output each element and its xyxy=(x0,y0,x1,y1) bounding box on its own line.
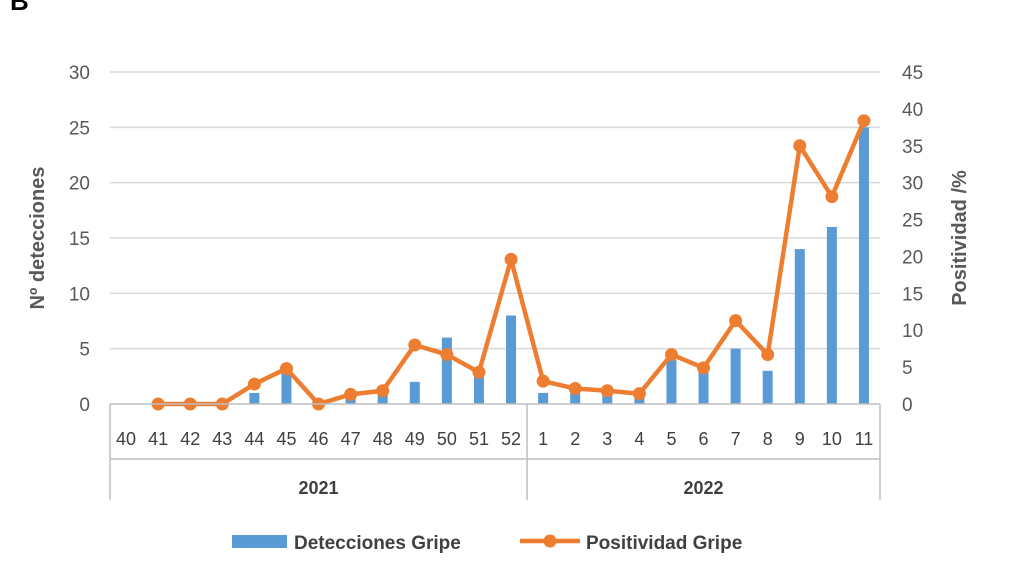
x-tick-label: 11 xyxy=(855,429,874,449)
x-tick-label: 2 xyxy=(570,429,580,449)
line-point xyxy=(408,338,422,352)
line-point xyxy=(568,382,582,396)
x-tick-label: 41 xyxy=(148,429,168,449)
x-tick-label: 50 xyxy=(437,429,457,449)
gridlines xyxy=(110,71,880,350)
line-point xyxy=(761,348,775,362)
line-point xyxy=(247,377,261,391)
x-tick-label: 46 xyxy=(309,429,329,449)
bar xyxy=(858,127,869,404)
y2-tick-label: 40 xyxy=(902,100,923,121)
legend-swatch-bar xyxy=(232,535,287,548)
x-tick-label: 52 xyxy=(501,429,521,449)
axes: 0 5 10 15 20 25 30 0 5 10 15 20 25 30 35 40 45 xyxy=(69,63,923,416)
line-point xyxy=(857,114,871,128)
y2-tick-label: 35 xyxy=(902,137,923,158)
y2-axis-title: Positividad /% xyxy=(949,170,971,306)
bars-series xyxy=(249,127,869,404)
x-tick-label: 1 xyxy=(538,429,548,449)
line-point xyxy=(536,374,550,388)
line-point xyxy=(279,362,293,376)
x-tick-label: 47 xyxy=(341,429,361,449)
y2-tick-label: 25 xyxy=(902,211,923,232)
line-point xyxy=(632,387,646,401)
line-point xyxy=(825,190,839,204)
x-tick-label: 9 xyxy=(795,429,805,449)
bar xyxy=(538,392,549,404)
line-point xyxy=(440,348,454,362)
y2-tick-label: 20 xyxy=(902,247,923,268)
x-tick-label: 7 xyxy=(731,429,741,449)
bar xyxy=(666,359,677,404)
x-category-axis: 40 41 42 43 44 45 46 47 48 49 50 51 52 1 2 3 4 5 6 7 8 9 10 112… xyxy=(109,404,881,500)
x-tick-label: 40 xyxy=(116,429,136,449)
x-tick-label: 51 xyxy=(469,429,489,449)
x-group-label: 2021 xyxy=(299,478,339,498)
y-tick-label: 25 xyxy=(69,118,90,139)
x-tick-label: 45 xyxy=(276,429,296,449)
x-tick-label: 6 xyxy=(699,429,709,449)
y2-tick-label: 10 xyxy=(902,321,923,342)
bar xyxy=(281,370,292,404)
y2-tick-label: 5 xyxy=(902,358,913,379)
y2-tick-label: 15 xyxy=(902,284,923,305)
bar xyxy=(826,226,837,404)
x-tick-label: 49 xyxy=(405,429,425,449)
y-tick-label: 20 xyxy=(69,174,90,195)
bar xyxy=(730,348,741,404)
y-axis-title: Nº detecciones xyxy=(27,167,49,310)
legend: Detecciones Gripe Positividad Gripe xyxy=(232,533,742,554)
line-point xyxy=(697,361,711,375)
line-point xyxy=(472,365,486,379)
line-point xyxy=(504,252,518,266)
x-tick-label: 4 xyxy=(634,429,644,449)
bar xyxy=(473,370,484,404)
bar xyxy=(377,392,388,404)
bar xyxy=(441,337,452,404)
legend-label: Positividad Gripe xyxy=(586,533,742,554)
bar xyxy=(409,381,420,404)
x-tick-label: 8 xyxy=(763,429,773,449)
x-tick-label: 42 xyxy=(180,429,200,449)
y2-tick-label: 30 xyxy=(902,174,923,195)
bar xyxy=(794,249,805,404)
x-tick-label: 44 xyxy=(244,429,264,449)
bar xyxy=(762,370,773,404)
x-tick-label: 43 xyxy=(212,429,232,449)
line-point xyxy=(729,314,743,328)
y-tick-label: 0 xyxy=(79,395,90,416)
y-tick-label: 10 xyxy=(69,284,90,305)
legend-label: Detecciones Gripe xyxy=(294,533,461,554)
line-point xyxy=(664,348,678,362)
bar xyxy=(602,392,613,404)
line-point xyxy=(600,384,614,398)
x-tick-label: 3 xyxy=(602,429,612,449)
y2-tick-label: 0 xyxy=(902,395,913,416)
line-point xyxy=(793,139,807,153)
bar xyxy=(698,370,709,404)
bar xyxy=(249,392,260,404)
x-group-label: 2022 xyxy=(684,478,724,498)
y-tick-label: 30 xyxy=(69,63,90,84)
line-point xyxy=(376,384,390,398)
bar xyxy=(506,315,517,404)
y2-tick-label: 45 xyxy=(902,63,923,84)
y-tick-label: 15 xyxy=(69,229,90,250)
bar xyxy=(570,392,581,404)
x-tick-label: 5 xyxy=(666,429,676,449)
y-tick-label: 5 xyxy=(79,340,90,361)
panel-letter: B xyxy=(10,0,29,16)
legend-swatch-marker xyxy=(543,534,557,548)
x-tick-label: 10 xyxy=(822,429,842,449)
x-tick-label: 48 xyxy=(373,429,393,449)
line-point xyxy=(344,387,358,401)
